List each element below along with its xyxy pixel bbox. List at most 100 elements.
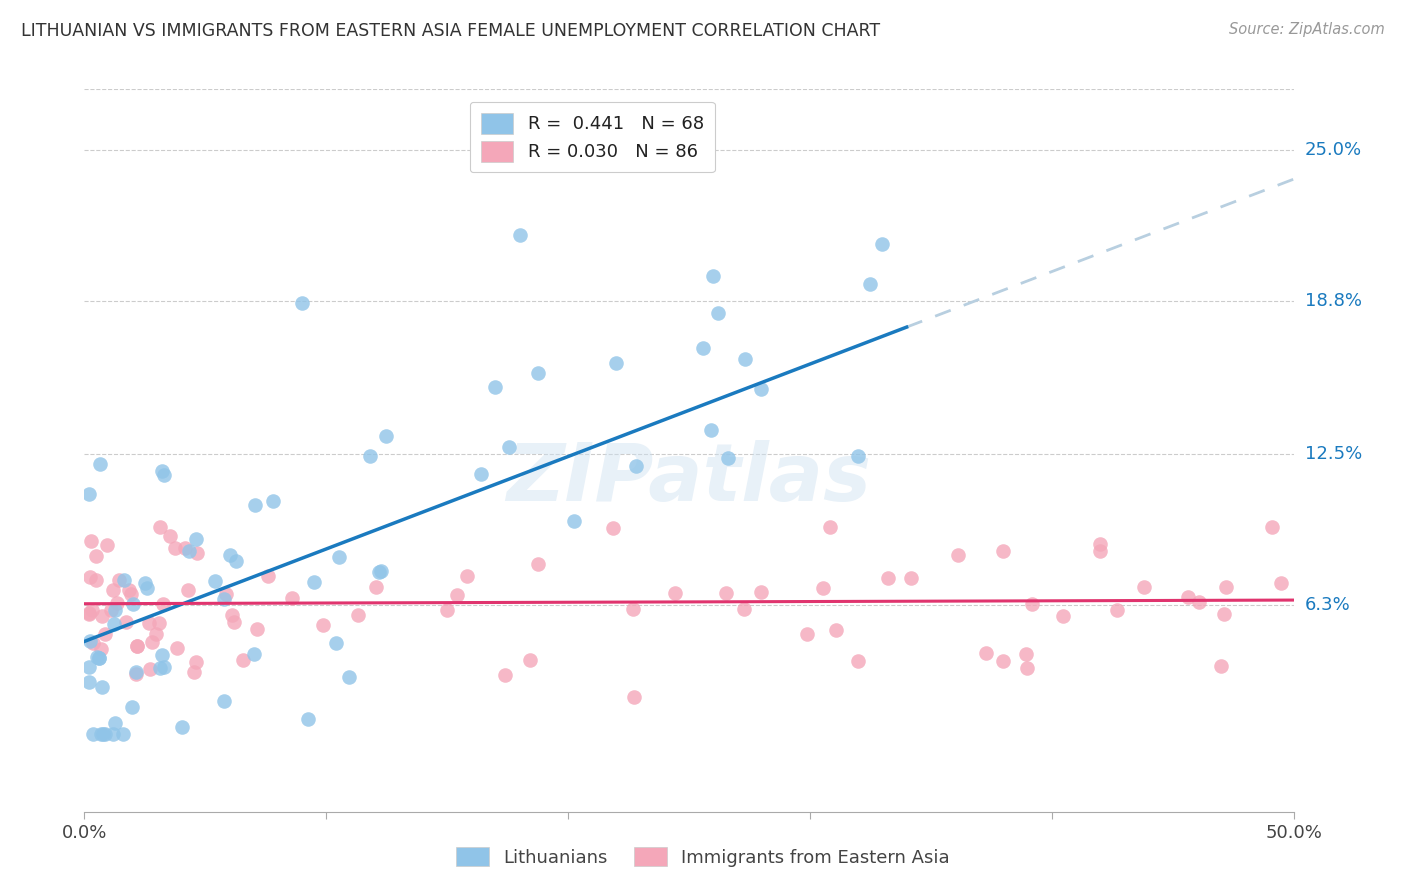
Point — [89, 457, 111, 471]
Point — [103, 727, 125, 741]
Point — [243, 647, 266, 661]
Point — [509, 228, 531, 243]
Point — [141, 634, 163, 648]
Point — [1052, 608, 1074, 623]
Point — [692, 342, 714, 356]
Point — [700, 423, 723, 437]
Point — [846, 449, 869, 463]
Point — [87, 650, 110, 665]
Point — [364, 580, 387, 594]
Point — [177, 582, 200, 597]
Text: Source: ZipAtlas.com: Source: ZipAtlas.com — [1229, 22, 1385, 37]
Point — [105, 596, 128, 610]
Point — [221, 608, 243, 623]
Point — [111, 727, 134, 741]
Point — [337, 670, 360, 684]
Point — [304, 575, 326, 590]
Point — [134, 576, 156, 591]
Point — [149, 520, 172, 534]
Point — [605, 356, 627, 370]
Point — [946, 548, 969, 562]
Point — [470, 467, 492, 481]
Point — [101, 583, 124, 598]
Text: ZIPatlas: ZIPatlas — [506, 441, 872, 518]
Point — [262, 494, 284, 508]
Point — [122, 598, 145, 612]
Point — [96, 538, 118, 552]
Point — [232, 653, 254, 667]
Point — [498, 440, 520, 454]
Point — [80, 534, 103, 549]
Point — [1215, 580, 1237, 594]
Point — [562, 514, 585, 528]
Point — [325, 636, 347, 650]
Point — [733, 602, 755, 616]
Point — [139, 663, 162, 677]
Point — [312, 618, 335, 632]
Point — [148, 615, 170, 630]
Point — [328, 549, 350, 564]
Point — [204, 574, 226, 589]
Point — [112, 574, 135, 588]
Point — [1261, 520, 1284, 534]
Point — [257, 569, 280, 583]
Point — [716, 586, 738, 600]
Point — [456, 569, 478, 583]
Point — [121, 700, 143, 714]
Point — [811, 581, 834, 595]
Text: 12.5%: 12.5% — [1305, 445, 1362, 463]
Point — [177, 544, 200, 558]
Point — [825, 623, 848, 637]
Point — [602, 521, 624, 535]
Point — [77, 659, 100, 673]
Point — [993, 654, 1015, 668]
Point — [77, 607, 100, 622]
Point — [149, 661, 172, 675]
Point — [1209, 658, 1232, 673]
Point — [86, 650, 108, 665]
Point — [136, 582, 159, 596]
Point — [214, 591, 236, 606]
Point — [104, 603, 127, 617]
Point — [347, 608, 370, 623]
Point — [79, 570, 101, 584]
Point — [94, 627, 117, 641]
Point — [446, 588, 468, 602]
Point — [297, 712, 319, 726]
Point — [993, 544, 1015, 558]
Point — [367, 565, 389, 579]
Point — [125, 667, 148, 681]
Point — [243, 499, 266, 513]
Point — [104, 716, 127, 731]
Point — [77, 675, 100, 690]
Point — [170, 720, 193, 734]
Point — [626, 458, 648, 473]
Point — [527, 366, 550, 380]
Point — [125, 665, 148, 679]
Point — [702, 268, 724, 283]
Point — [127, 639, 149, 653]
Point — [152, 597, 174, 611]
Point — [165, 541, 187, 555]
Point — [526, 557, 548, 571]
Point — [93, 727, 115, 741]
Point — [375, 429, 398, 443]
Point — [818, 520, 841, 534]
Point — [183, 665, 205, 679]
Point — [1088, 537, 1111, 551]
Point — [77, 607, 100, 621]
Point — [150, 464, 173, 478]
Point — [103, 617, 125, 632]
Point — [1107, 603, 1129, 617]
Point — [974, 646, 997, 660]
Legend: R =  0.441   N = 68, R = 0.030   N = 86: R = 0.441 N = 68, R = 0.030 N = 86 — [470, 102, 714, 172]
Point — [225, 554, 247, 568]
Point — [436, 603, 458, 617]
Point — [90, 680, 112, 694]
Point — [751, 382, 773, 396]
Point — [846, 654, 869, 668]
Point — [707, 306, 730, 320]
Point — [79, 633, 101, 648]
Point — [1213, 607, 1236, 621]
Point — [859, 277, 882, 291]
